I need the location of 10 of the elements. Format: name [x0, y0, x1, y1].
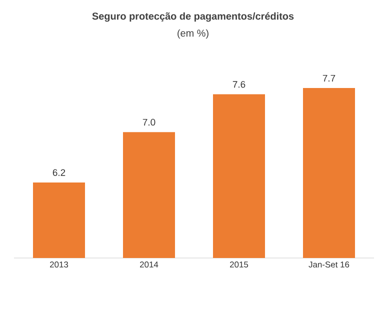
x-tick-label: Jan-Set 16 — [308, 262, 350, 268]
x-tick-label: 2014 — [140, 262, 158, 268]
data-label: 7.7 — [322, 74, 336, 82]
data-label: 7.6 — [232, 81, 246, 88]
x-tick-label: 2015 — [230, 262, 248, 268]
x-tick-label: 2013 — [50, 262, 68, 268]
chart-title: Seguro protecção de pagamentos/créditos — [92, 12, 294, 22]
data-label: 7.0 — [142, 118, 156, 126]
data-label: 6.2 — [52, 169, 66, 176]
chart-subtitle: (em %) — [178, 29, 208, 39]
